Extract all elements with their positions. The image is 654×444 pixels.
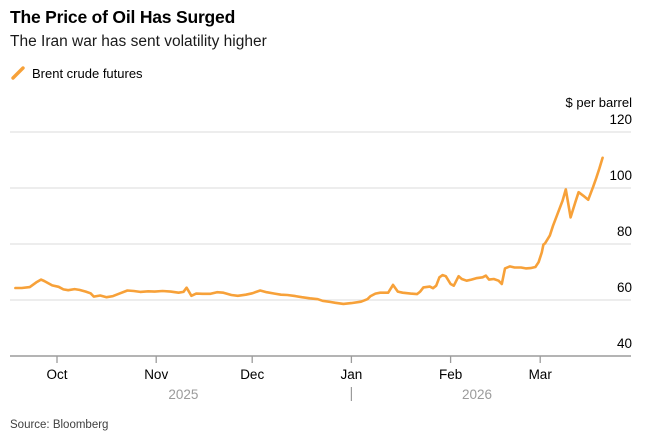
legend-label: Brent crude futures: [32, 66, 143, 81]
chart-subtitle: The Iran war has sent volatility higher: [10, 33, 267, 50]
year-label-2025: 2025: [168, 387, 198, 402]
x-tick-label-mar: Mar: [529, 367, 553, 382]
line-chart: 40 60 80 100 120 $ per barrel Oct Nov Dec Jan Feb M…: [10, 95, 633, 402]
legend: Brent crude futures: [10, 66, 143, 81]
x-tick-label-nov: Nov: [144, 367, 168, 382]
legend-line-icon: [11, 66, 25, 80]
chart-title: The Price of Oil Has Surged: [10, 7, 236, 27]
y-tick-label-60: 60: [617, 280, 632, 295]
x-tick-label-oct: Oct: [46, 367, 67, 382]
series-line-brent-crude-futures: [14, 156, 604, 306]
source-note: Source: Bloomberg: [10, 419, 109, 431]
y-tick-label-120: 120: [609, 112, 632, 127]
y-tick-label-40: 40: [617, 336, 632, 351]
x-tick-label-feb: Feb: [439, 367, 462, 382]
x-tick-label-jan: Jan: [341, 367, 363, 382]
y-tick-label-100: 100: [609, 168, 632, 183]
year-label-2026: 2026: [462, 387, 492, 402]
y-axis-unit-label: $ per barrel: [566, 95, 633, 110]
y-tick-label-80: 80: [617, 224, 632, 239]
x-tick-label-dec: Dec: [240, 367, 264, 382]
